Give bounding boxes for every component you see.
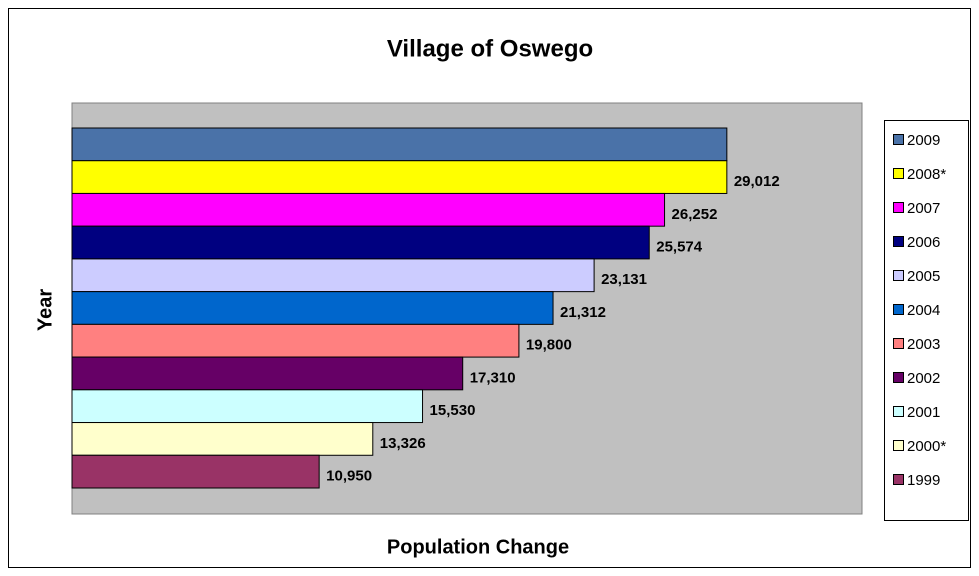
data-label: 15,530: [430, 402, 476, 419]
data-label: 17,310: [470, 369, 516, 386]
legend-label: 1999: [907, 472, 940, 489]
legend-label: 2004: [907, 302, 940, 319]
legend-swatch: [893, 406, 904, 417]
bar: [71, 258, 595, 293]
bar: [71, 127, 728, 162]
legend-label: 2005: [907, 268, 940, 285]
bar: [71, 291, 554, 325]
bar: [71, 160, 728, 194]
legend-swatch: [893, 474, 904, 485]
data-label: 26,252: [672, 206, 718, 223]
y-axis-label: Year: [34, 289, 56, 331]
bar: [71, 422, 374, 456]
bar: [71, 323, 520, 358]
bar: [71, 356, 464, 391]
chart-title: Village of Oswego: [387, 35, 593, 62]
legend-label: 2006: [907, 234, 940, 251]
data-label: 10,950: [326, 468, 372, 485]
legend-swatch: [893, 202, 904, 213]
legend-swatch: [893, 440, 904, 451]
legend-label: 2002: [907, 370, 940, 387]
legend-swatch: [893, 338, 904, 349]
x-axis-label: Population Change: [387, 536, 569, 558]
data-label: 25,574: [656, 239, 703, 256]
legend-label: 2003: [907, 336, 940, 353]
legend: [884, 120, 969, 521]
bar: [71, 192, 666, 227]
legend-swatch: [893, 304, 904, 315]
bar: [71, 454, 320, 489]
legend-swatch: [893, 236, 904, 247]
bar: [71, 389, 424, 424]
bar: [71, 225, 650, 260]
legend-label: 2007: [907, 200, 940, 217]
data-label: 29,012: [734, 173, 780, 190]
legend-label: 2001: [907, 404, 940, 421]
legend-swatch: [893, 372, 904, 383]
legend-label: 2008*: [907, 166, 946, 183]
legend-swatch: [893, 270, 904, 281]
data-label: 19,800: [526, 337, 572, 354]
data-label: 13,326: [380, 435, 426, 452]
legend-label: 2000*: [907, 438, 946, 455]
legend-swatch: [893, 168, 904, 179]
data-label: 21,312: [560, 304, 606, 321]
data-label: 23,131: [601, 271, 647, 288]
legend-label: 2009: [907, 132, 940, 149]
legend-swatch: [893, 134, 904, 145]
